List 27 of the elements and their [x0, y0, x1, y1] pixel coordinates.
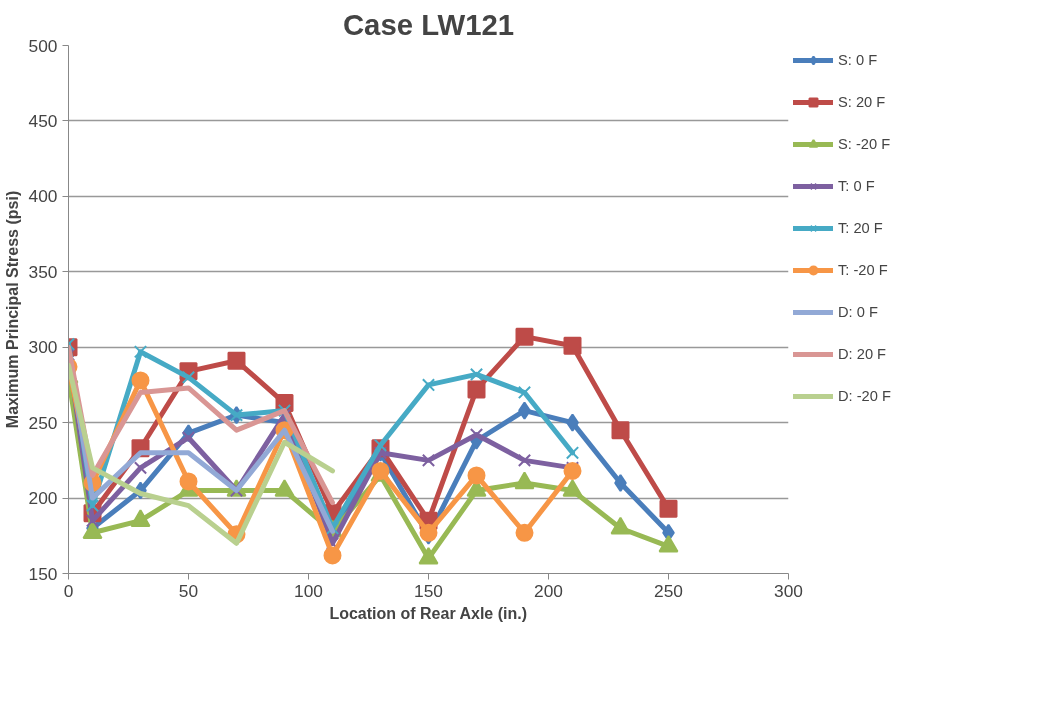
x-tick-label: 100 [294, 580, 323, 601]
x-tick-label: 300 [774, 580, 803, 601]
y-axis-title: Maximum Principal Stress (psi) [3, 190, 21, 429]
x-axis-title: Location of Rear Axle (in.) [329, 604, 528, 622]
y-tick-label: 450 [28, 110, 58, 131]
x-tick-label: 200 [534, 580, 563, 601]
y-tick-label: 350 [28, 261, 58, 282]
y-tick-label: 200 [28, 488, 58, 509]
legend-label: D: 20 F [838, 346, 887, 362]
y-tick-label: 250 [28, 412, 58, 433]
legend-label: S: 20 F [838, 94, 886, 110]
legend-label: S: -20 F [838, 136, 891, 152]
legend-label: D: 0 F [838, 304, 878, 320]
y-tick-label: 500 [28, 35, 58, 56]
legend-label: D: -20 F [838, 388, 891, 404]
legend-label: S: 0 F [838, 52, 878, 68]
x-tick-label: 150 [414, 580, 443, 601]
legend-label: T: -20 F [838, 262, 888, 278]
y-tick-label: 300 [28, 337, 58, 358]
legend-label: T: 20 F [838, 220, 883, 236]
x-tick-label: 0 [63, 580, 74, 601]
y-tick-label: 400 [28, 186, 58, 207]
x-tick-label: 50 [178, 580, 199, 601]
y-tick-label: 150 [28, 563, 58, 584]
legend-label: T: 0 F [838, 178, 875, 194]
chart-title: Case LW121 [342, 7, 515, 41]
x-tick-label: 250 [654, 580, 683, 601]
